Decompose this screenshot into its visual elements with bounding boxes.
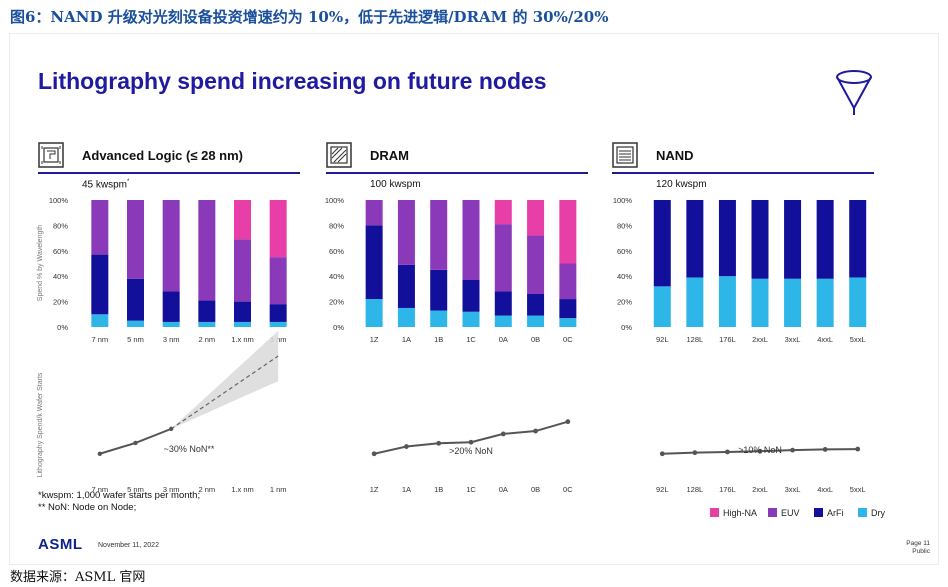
legend-item-high-na: High-NA: [710, 508, 757, 518]
slide: Lithography spend increasing on future n…: [10, 34, 938, 564]
legend-item-euv: EUV: [768, 508, 800, 518]
footnote-kwspm: *kwspm: 1,000 wafer starts per month;: [38, 490, 201, 501]
legend-item-arfi: ArFi: [814, 508, 844, 518]
legend-swatch-high-na: [710, 508, 719, 517]
funnel-icon: [836, 70, 872, 115]
wafer-label-nand: 120 kwspm: [656, 179, 707, 190]
classification-text: Public: [912, 548, 930, 555]
wafer-label-dram: 100 kwspm: [370, 179, 421, 190]
nand-chip-icon: [612, 142, 638, 168]
chip-icon: [38, 142, 64, 168]
legend-swatch-arfi: [814, 508, 823, 517]
panel-name-logic: Advanced Logic (≤ 28 nm): [82, 148, 243, 163]
wafer-label-logic: 45 kwspm*: [82, 179, 130, 191]
source-caption: 数据来源：ASML 官网: [10, 570, 146, 585]
panel-name-nand: NAND: [656, 148, 694, 163]
slide-title: Lithography spend increasing on future n…: [38, 68, 547, 94]
panel-header-logic: Advanced Logic (≤ 28 nm): [38, 138, 300, 174]
legend-label-high-na: High-NA: [723, 508, 758, 518]
slide-date: November 11, 2022: [98, 542, 159, 549]
legend-swatch-dry: [858, 508, 867, 517]
legend-label-dry: Dry: [871, 508, 885, 518]
dram-chip-icon: [326, 142, 352, 168]
report-caption: 图6：NAND 升级对光刻设备投资增速约为 10%，低于先进逻辑/DRAM 的 …: [10, 8, 609, 26]
legend-label-arfi: ArFi: [827, 508, 844, 518]
legend-label-euv: EUV: [781, 508, 800, 518]
legend-swatch-euv: [768, 508, 777, 517]
page-number: Page 11 Public: [906, 540, 930, 556]
page-number-text: Page 11: [906, 540, 930, 547]
asml-logo: ASML: [38, 536, 83, 553]
footnote-non: ** NoN: Node on Node;: [38, 502, 137, 513]
panel-header-nand: NAND: [612, 138, 874, 174]
panel-header-dram: DRAM: [326, 138, 588, 174]
footnotes: *kwspm: 1,000 wafer starts per month; **…: [38, 490, 200, 514]
legend-item-dry: Dry: [858, 508, 885, 518]
panel-name-dram: DRAM: [370, 148, 409, 163]
